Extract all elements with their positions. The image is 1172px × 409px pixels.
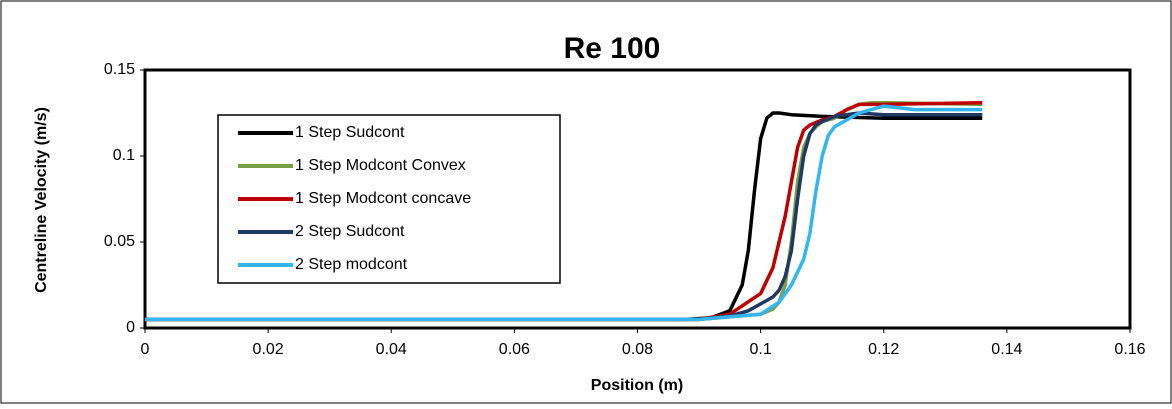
y-tick-label: 0.15 [104, 61, 135, 78]
legend-label: 1 Step Modcont Convex [295, 157, 466, 174]
legend-label: 2 Step Sudcont [295, 223, 405, 240]
x-tick-label: 0.12 [868, 341, 899, 358]
y-axis-title: Centreline Velocity (m/s) [33, 107, 50, 293]
series-line [145, 104, 983, 322]
legend-label: 1 Step Modcont concave [295, 190, 471, 207]
legend-label: 1 Step Sudcont [295, 124, 405, 141]
x-tick-label: 0.16 [1114, 341, 1145, 358]
x-tick-label: 0 [141, 341, 150, 358]
x-axis-title: Position (m) [591, 377, 683, 394]
plot-frame [143, 68, 1132, 330]
y-tick-label: 0.05 [104, 233, 135, 250]
x-tick-label: 0.08 [622, 341, 653, 358]
legend-label: 2 Step modcont [295, 256, 408, 273]
x-tick-label: 0.02 [253, 341, 284, 358]
y-tick-label: 0 [126, 319, 135, 336]
y-tick-label: 0.1 [113, 147, 135, 164]
chart-title: Re 100 [564, 32, 661, 65]
x-tick-label: 0.06 [499, 341, 530, 358]
x-tick-label: 0.14 [991, 341, 1022, 358]
x-tick-label: 0.1 [750, 341, 772, 358]
x-tick-label: 0.04 [376, 341, 407, 358]
